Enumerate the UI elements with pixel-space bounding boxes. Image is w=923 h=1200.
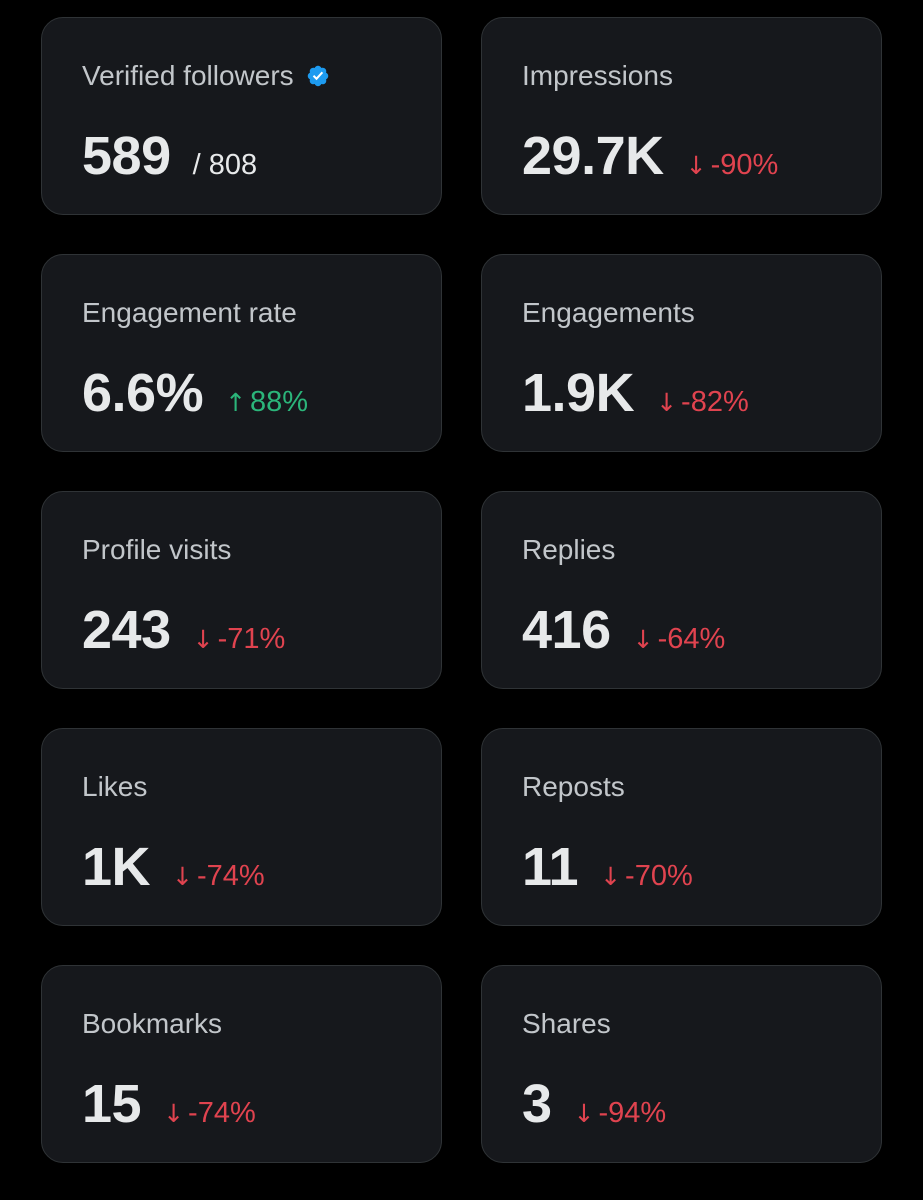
stat-card-value: 15 <box>82 1074 142 1134</box>
stat-card-label: Engagement rate <box>82 297 297 328</box>
arrow-down-icon: ↓ <box>573 1099 595 1128</box>
stat-card-change-value: -74% <box>196 860 265 892</box>
stat-card-engagements[interactable]: Engagements 1.9K ↓ -82% <box>481 254 882 452</box>
arrow-up-icon: ↑ <box>225 388 247 417</box>
stat-card-value-row: 29.7K ↓ -90% <box>522 126 778 186</box>
stat-card-value: 1K <box>82 837 151 897</box>
stat-card-engagement-rate[interactable]: Engagement rate 6.6% ↑ 88% <box>41 254 442 452</box>
stat-card-change: ↑ 88% <box>225 386 308 419</box>
stat-card-value-row: 1K ↓ -74% <box>82 837 265 897</box>
stat-card-label: Verified followers <box>82 60 294 91</box>
stat-card-change-value: -74% <box>188 1097 256 1129</box>
stat-card-change-value: -70% <box>625 860 693 892</box>
stat-card-label: Likes <box>82 771 148 802</box>
stat-card-label: Engagements <box>522 297 695 328</box>
stat-card-reposts[interactable]: Reposts 11 ↓ -70% <box>481 728 882 926</box>
arrow-down-icon: ↓ <box>600 862 622 891</box>
stat-card-value: 416 <box>522 600 611 660</box>
stat-card-bookmarks[interactable]: Bookmarks 15 ↓ -74% <box>41 965 442 1163</box>
stat-card-change: ↓ -70% <box>600 860 693 893</box>
stat-card-value-row: 589 / 808 <box>82 126 257 186</box>
arrow-down-icon: ↓ <box>192 625 214 654</box>
stat-card-label: Profile visits <box>82 534 232 565</box>
stat-card-label: Shares <box>522 1008 611 1039</box>
stat-card-value-row: 416 ↓ -64% <box>522 600 725 660</box>
arrow-down-icon: ↓ <box>632 625 654 654</box>
stat-card-change-value: -64% <box>657 623 726 655</box>
arrow-down-icon: ↓ <box>685 151 707 180</box>
verified-badge-icon <box>307 65 328 87</box>
stat-card-change-value: -82% <box>681 386 749 418</box>
stat-card-change: ↓ -94% <box>574 1097 667 1130</box>
stat-card-value-row: 11 ↓ -70% <box>522 837 693 897</box>
stat-card-impressions[interactable]: Impressions 29.7K ↓ -90% <box>481 17 882 215</box>
stat-card-change-value: -71% <box>217 623 286 655</box>
stat-card-shares[interactable]: Shares 3 ↓ -94% <box>481 965 882 1163</box>
stat-card-total: / 808 <box>192 149 258 181</box>
arrow-down-icon: ↓ <box>656 388 678 417</box>
stat-card-change: ↓ -71% <box>193 623 286 656</box>
stat-card-label: Bookmarks <box>82 1008 223 1039</box>
stat-card-label-row: Verified followers <box>82 58 330 94</box>
stat-card-value-row: 6.6% ↑ 88% <box>82 363 308 423</box>
stat-card-value: 589 <box>82 126 171 186</box>
stat-card-change: ↓ -90% <box>686 149 779 182</box>
arrow-down-icon: ↓ <box>172 862 193 891</box>
stat-card-value-row: 243 ↓ -71% <box>82 600 285 660</box>
stat-card-value: 1.9K <box>522 363 635 423</box>
stat-card-value: 6.6% <box>82 363 204 423</box>
stat-card-label: Impressions <box>522 60 673 91</box>
stat-card-likes[interactable]: Likes 1K ↓ -74% <box>41 728 442 926</box>
stat-card-label: Replies <box>522 534 616 565</box>
stat-card-change-value: -94% <box>598 1097 667 1129</box>
arrow-down-icon: ↓ <box>163 1099 185 1128</box>
stat-card-change: ↓ -74% <box>172 860 265 893</box>
stat-card-change-value: 88% <box>250 386 309 418</box>
stat-card-verified-followers[interactable]: Verified followers 589 / 808 <box>41 17 442 215</box>
stat-card-value-row: 3 ↓ -94% <box>522 1074 666 1134</box>
stat-card-profile-visits[interactable]: Profile visits 243 ↓ -71% <box>41 491 442 689</box>
stat-card-replies[interactable]: Replies 416 ↓ -64% <box>481 491 882 689</box>
stat-card-value-row: 15 ↓ -74% <box>82 1074 256 1134</box>
stat-card-change-value: -90% <box>710 149 779 181</box>
stat-card-change: ↓ -82% <box>656 386 749 419</box>
stat-card-change: ↓ -74% <box>163 1097 256 1130</box>
stat-card-value: 3 <box>522 1074 552 1134</box>
stat-card-label: Reposts <box>522 771 625 802</box>
stat-card-value: 29.7K <box>522 126 664 186</box>
stat-card-value: 243 <box>82 600 171 660</box>
stat-card-change: ↓ -64% <box>633 623 726 656</box>
stat-card-value-row: 1.9K ↓ -82% <box>522 363 749 423</box>
stat-card-value: 11 <box>522 837 579 897</box>
